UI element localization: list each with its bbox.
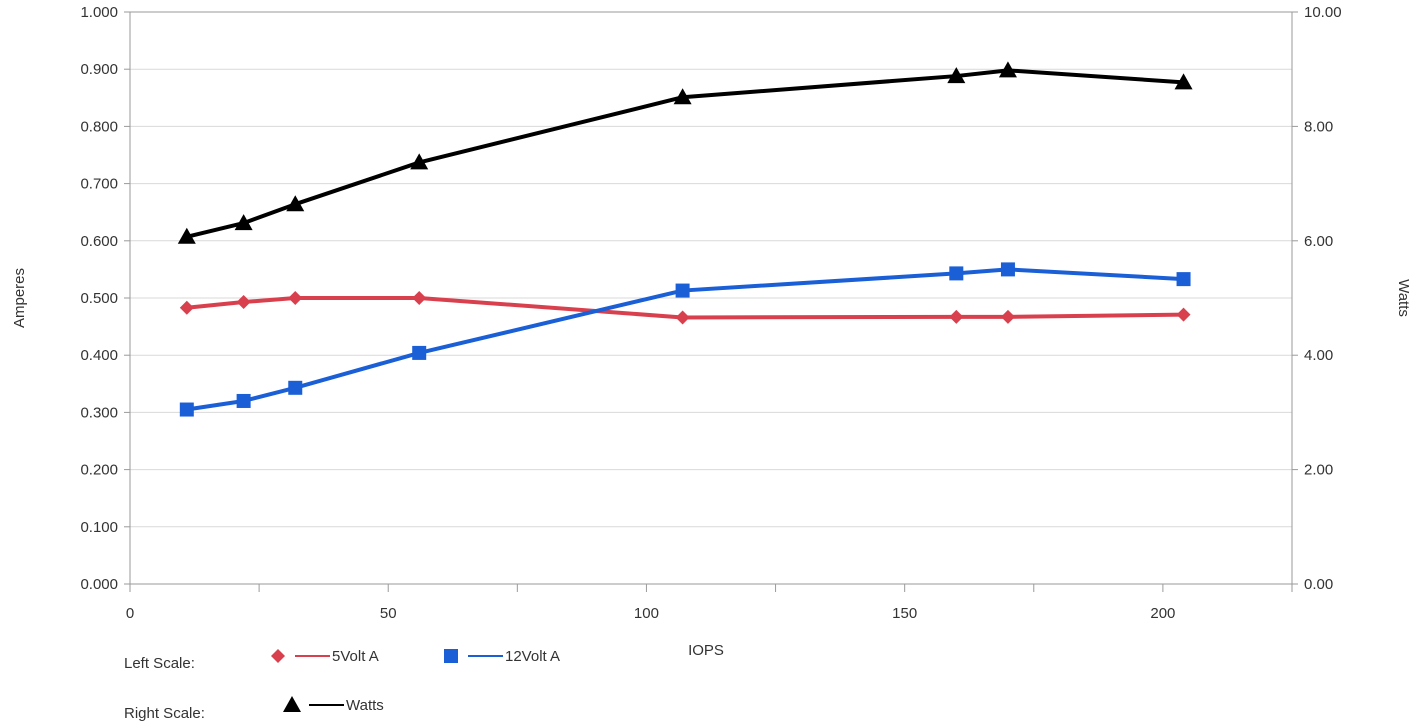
y-left-tick-label: 0.400	[80, 347, 118, 364]
data-point	[1174, 73, 1193, 90]
series-line	[186, 296, 1184, 320]
data-point	[410, 153, 429, 170]
data-point	[179, 402, 194, 417]
y-left-tick-label: 0.300	[80, 404, 118, 421]
y-axis-right-title: Watts	[1395, 279, 1412, 317]
y-right-tick-label: 2.00	[1304, 462, 1333, 479]
data-point	[236, 295, 251, 310]
legend-label: 12Volt A	[505, 648, 560, 665]
data-point	[288, 291, 303, 305]
data-point	[949, 266, 964, 281]
y-right-tick-label: 10.00	[1304, 4, 1342, 21]
data-point	[412, 291, 427, 305]
legend-item: 12Volt A	[444, 648, 560, 665]
y-left-tick-label: 0.500	[80, 290, 118, 307]
legend-marker	[271, 649, 285, 663]
y-left-tick-label: 1.000	[80, 4, 118, 21]
data-point	[998, 61, 1017, 78]
x-tick-label: 0	[126, 605, 134, 622]
series-12volt-a	[179, 262, 1191, 417]
legend-marker	[444, 649, 458, 663]
y-right-tick-label: 0.00	[1304, 576, 1333, 593]
data-point	[1000, 262, 1015, 277]
data-point	[286, 195, 305, 212]
data-point	[1176, 272, 1191, 287]
data-point	[1176, 307, 1191, 322]
legend-marker	[283, 696, 301, 712]
data-point	[1000, 309, 1015, 324]
x-tick-label: 100	[634, 605, 659, 622]
legend-left-scale-label: Left Scale:	[124, 655, 195, 672]
y-left-tick-label: 0.100	[80, 519, 118, 536]
data-point	[412, 345, 427, 360]
y-right-tick-label: 8.00	[1304, 118, 1333, 135]
legend-label: Watts	[346, 697, 384, 714]
data-point	[234, 214, 253, 231]
data-point	[673, 88, 692, 105]
legend-items: 5Volt A 12Volt A Watts	[271, 648, 560, 714]
data-point	[675, 310, 690, 325]
data-point	[288, 380, 303, 395]
series-line	[186, 267, 1184, 412]
series-line	[186, 68, 1184, 239]
legend-item: Watts	[283, 696, 384, 714]
y-left-tick-label: 0.800	[80, 118, 118, 135]
y-left-tick-label: 0.900	[80, 61, 118, 78]
y-right-tick-label: 6.00	[1304, 233, 1333, 250]
data-point	[675, 283, 690, 298]
y-left-tick-label: 0.200	[80, 462, 118, 479]
plot-frame	[129, 11, 1293, 585]
y-left-tick-label: 0.700	[80, 176, 118, 193]
legend-item: 5Volt A	[271, 648, 379, 665]
legend-label: 5Volt A	[332, 648, 379, 665]
data-point	[179, 300, 194, 315]
y-left-tick-label: 0.000	[80, 576, 118, 593]
data-point	[177, 227, 196, 244]
x-tick-label: 150	[892, 605, 917, 622]
series-layer	[177, 61, 1193, 417]
legend: Left Scale: Right Scale: 5Volt A 12Volt A…	[124, 648, 560, 722]
data-point	[949, 309, 964, 324]
x-tick-label: 200	[1150, 605, 1175, 622]
y-axis-left-title: Amperes	[11, 268, 28, 328]
series-watts	[177, 61, 1193, 244]
data-point	[947, 67, 966, 84]
axes: 0.0000.1000.2000.3000.4000.5000.6000.700…	[80, 4, 1341, 622]
y-left-tick-label: 0.600	[80, 233, 118, 250]
y-right-tick-label: 4.00	[1304, 347, 1333, 364]
x-tick-label: 50	[380, 605, 397, 622]
data-point	[236, 393, 251, 408]
series-5volt-a	[179, 291, 1191, 325]
x-axis-title: IOPS	[688, 642, 724, 659]
legend-right-scale-label: Right Scale:	[124, 705, 205, 722]
